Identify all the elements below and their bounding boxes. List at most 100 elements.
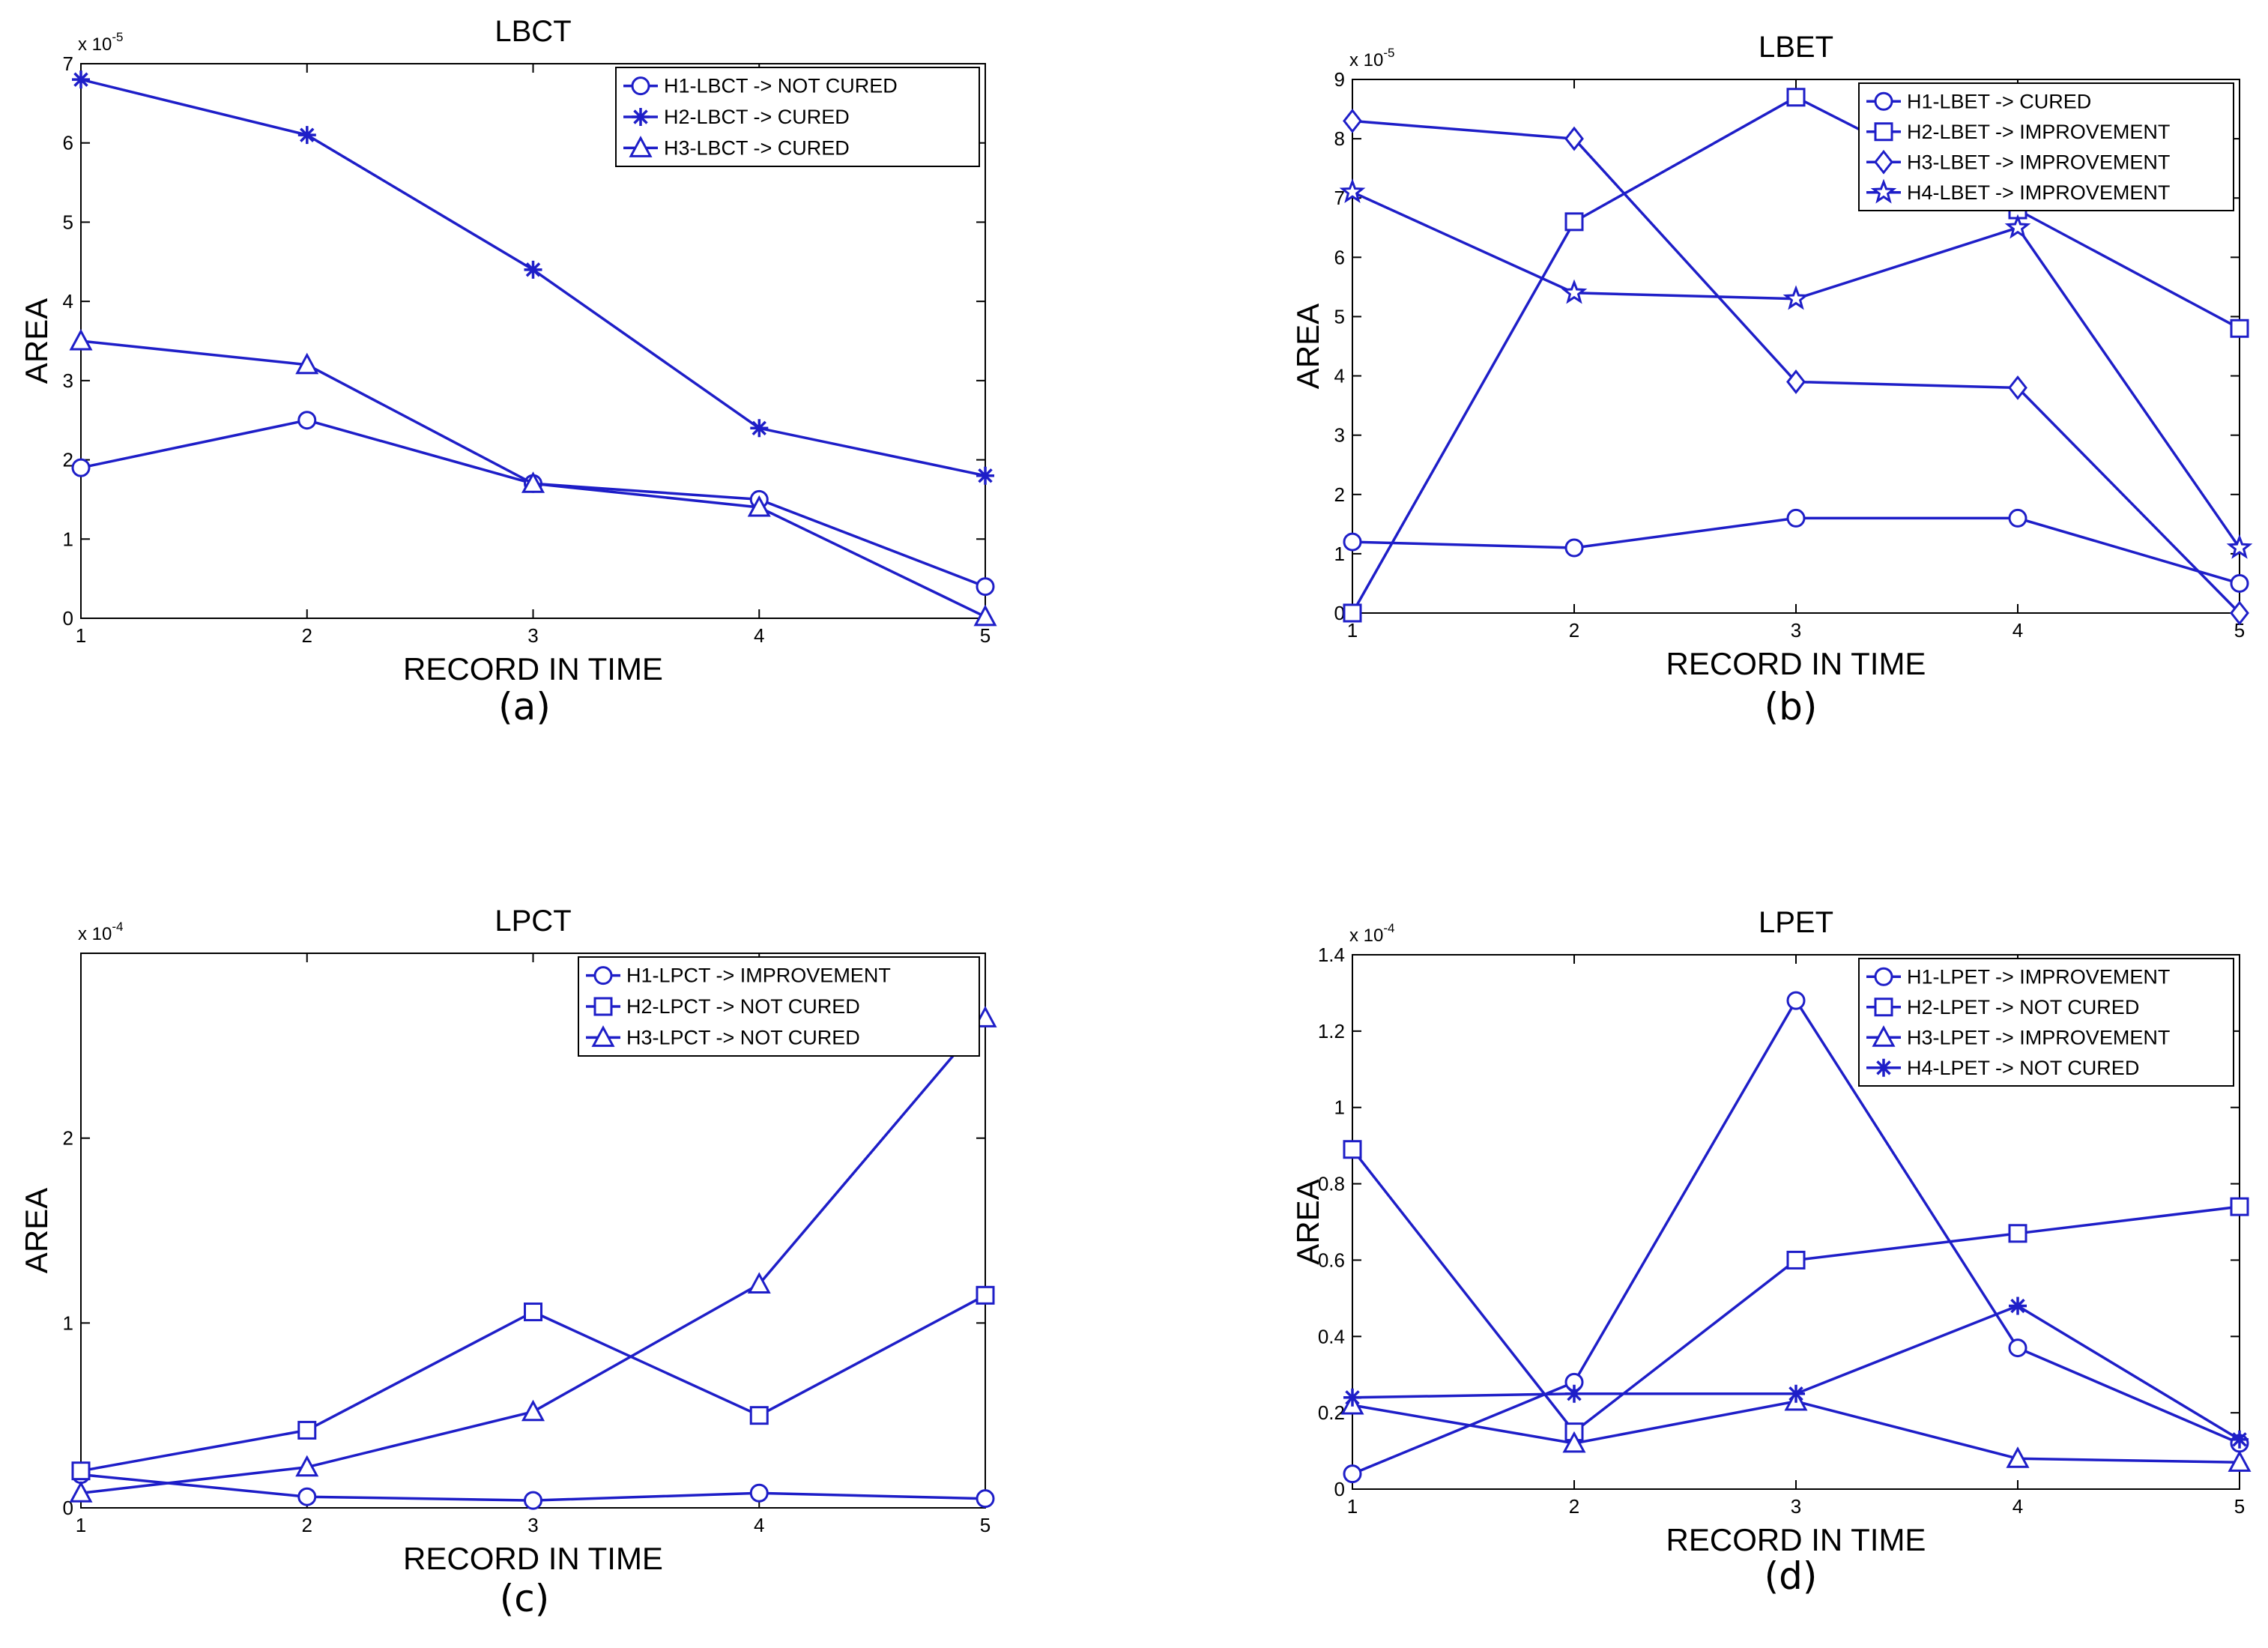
- series-2: [1343, 1140, 2249, 1442]
- data-point: [295, 352, 319, 375]
- legend-entry: H4-LBET -> IMPROVEMENT: [1907, 181, 2170, 204]
- x-tick-label: 2: [1569, 1495, 1579, 1518]
- y-tick-label: 0: [1334, 1478, 1345, 1500]
- data-point: [2228, 1450, 2252, 1472]
- x-tick-label: 1: [76, 624, 86, 647]
- legend-box: [578, 956, 980, 1057]
- data-point: [295, 1455, 319, 1477]
- data-point: [2230, 319, 2249, 338]
- y-tick-label: 4: [63, 290, 73, 313]
- data-point: [297, 126, 316, 145]
- data-point: [1343, 1140, 1362, 1159]
- legend-marker: [632, 108, 650, 126]
- data-point: [747, 495, 771, 517]
- y-tick-label: 0.8: [1318, 1173, 1345, 1195]
- data-point: [1564, 538, 1584, 558]
- legend: H1-LBCT -> NOT CURED H2-LBCT -> CURED H3-L…: [615, 67, 980, 167]
- y-tick-label: 6: [1334, 246, 1345, 268]
- legend-box: [1858, 82, 2234, 211]
- data-point: [2226, 534, 2253, 559]
- axis-exponent-power: -5: [112, 30, 123, 44]
- series-1: [1343, 991, 2249, 1484]
- y-axis-label: AREA: [1290, 304, 1325, 389]
- axis-exponent: x 10-4: [78, 920, 124, 944]
- series-2: [71, 1285, 995, 1481]
- y-tick-label: 9: [1334, 68, 1345, 91]
- data-point: [297, 411, 317, 430]
- axis-exponent: x 10-4: [1349, 921, 1395, 946]
- x-tick-label: 3: [1791, 619, 1801, 642]
- chart-panel-lpet: 1 2 3 4 5 0 0.2 0.4 0.6 0.8 1 1.2 1.4x 10-4 LPET RECOR…: [1290, 906, 2252, 1598]
- x-tick-label: 4: [2013, 1495, 2023, 1518]
- chart-title: LBET: [1759, 31, 1833, 64]
- series-3: [69, 328, 997, 627]
- data-point: [297, 1487, 317, 1506]
- panel-caption: (a): [498, 685, 551, 728]
- x-tick-label: 5: [2234, 619, 2245, 642]
- y-tick-label: 0: [1334, 602, 1345, 624]
- data-point: [750, 419, 769, 438]
- y-tick-label: 0.2: [1318, 1401, 1345, 1424]
- legend-marker: [1872, 1025, 1896, 1047]
- data-point: [1343, 1464, 1362, 1484]
- data-point: [524, 1491, 542, 1510]
- y-tick-label: 7: [1334, 187, 1345, 209]
- axis-exponent: x 10-5: [1349, 46, 1395, 70]
- data-point: [2008, 375, 2027, 400]
- data-point: [72, 70, 90, 89]
- legend: H1-LBET -> CURED H2-LBET -> IMPROVEMENT H3…: [1858, 82, 2234, 211]
- data-point: [1343, 108, 1362, 133]
- data-point: [749, 1406, 769, 1425]
- x-tick-label: 2: [302, 1514, 312, 1536]
- y-tick-label: 0: [63, 607, 73, 630]
- legend-marker: [1874, 997, 1893, 1017]
- data-point: [1786, 991, 1806, 1010]
- legend-entry: H3-LPCT -> NOT CURED: [626, 1026, 860, 1048]
- data-point: [1564, 126, 1584, 151]
- data-point: [524, 1303, 542, 1322]
- x-axis-label: RECORD IN TIME: [1666, 1522, 1926, 1557]
- data-point: [521, 1399, 545, 1422]
- y-tick-label: 0.4: [1318, 1325, 1345, 1347]
- y-tick-label: 5: [1334, 305, 1345, 328]
- data-point: [976, 466, 994, 485]
- y-tick-label: 6: [63, 132, 73, 154]
- data-point: [1786, 1250, 1806, 1270]
- legend-marker: [1874, 967, 1893, 986]
- series-1: [1343, 508, 2249, 593]
- x-tick-label: 5: [980, 624, 991, 647]
- data-point: [976, 1489, 995, 1509]
- panel-caption: (b): [1764, 685, 1818, 728]
- data-point: [1343, 603, 1362, 623]
- series-2: [72, 70, 994, 485]
- legend-marker: [1874, 91, 1893, 111]
- legend-entry: H1-LBCT -> NOT CURED: [664, 75, 898, 97]
- data-point: [2004, 214, 2031, 239]
- legend-entry: H3-LPET -> IMPROVEMENT: [1907, 1026, 2170, 1048]
- data-point: [1787, 1384, 1805, 1403]
- y-tick-label: 1: [1334, 543, 1345, 565]
- data-point: [2231, 1430, 2249, 1449]
- y-tick-label: 2: [1334, 483, 1345, 506]
- legend-marker: [593, 997, 613, 1016]
- y-tick-label: 1.4: [1318, 944, 1345, 966]
- legend-marker: [1874, 122, 1893, 142]
- y-axis-label: AREA: [1290, 1179, 1325, 1264]
- panel-caption: (d): [1764, 1554, 1818, 1598]
- data-point: [2230, 1197, 2249, 1216]
- legend-marker: [591, 1025, 615, 1047]
- legend-marker: [1875, 1058, 1893, 1077]
- series-1: [71, 1465, 995, 1510]
- legend-box: [1858, 958, 2234, 1087]
- x-tick-label: 5: [2234, 1495, 2245, 1518]
- x-tick-label: 3: [527, 624, 538, 647]
- data-point: [69, 1481, 93, 1503]
- data-point: [2008, 508, 2027, 528]
- data-point: [1565, 1384, 1583, 1403]
- legend: H1-LPET -> IMPROVEMENT H2-LPET -> NOT CUR…: [1858, 958, 2234, 1087]
- data-point: [747, 1272, 771, 1294]
